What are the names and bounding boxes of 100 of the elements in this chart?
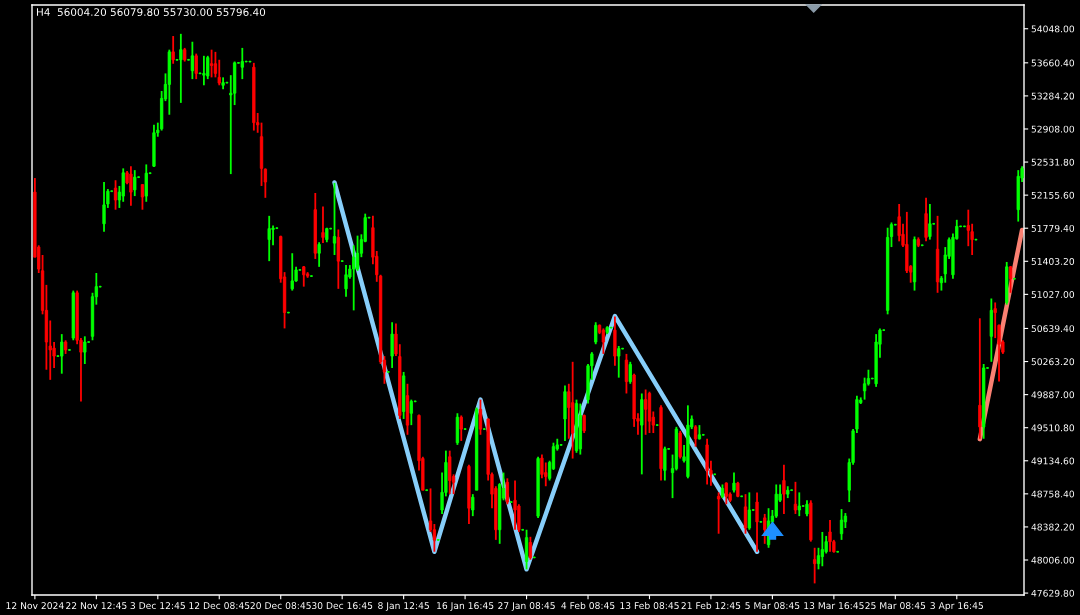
candlestick — [513, 479, 517, 531]
candlestick — [528, 535, 533, 561]
candlestick — [617, 345, 621, 379]
candlestick — [113, 179, 118, 211]
candlestick — [321, 205, 325, 245]
candlestick — [724, 481, 728, 506]
x-tick-label: 25 Mar 08:45 — [865, 602, 926, 610]
candlestick — [271, 224, 275, 247]
candlestick — [390, 321, 394, 369]
y-tick-label: 50263.20 — [1031, 358, 1075, 366]
candlestick — [202, 54, 206, 87]
candlestick — [897, 203, 901, 243]
candlestick — [448, 449, 452, 496]
candlestick — [862, 376, 867, 401]
x-tick-label: 21 Feb 12:45 — [681, 601, 741, 610]
candlestick — [409, 398, 413, 427]
x-tick-label: 13 Mar 16:45 — [804, 602, 864, 610]
x-tick-label: 3 Dec 12:45 — [130, 602, 185, 610]
candlestick — [336, 228, 340, 290]
y-tick-label: 53660.40 — [1031, 59, 1075, 67]
candlestick — [774, 483, 778, 519]
candlestick — [179, 32, 183, 104]
x-tick-label: 3 Apr 16:45 — [930, 602, 983, 611]
candlestick — [813, 546, 817, 585]
x-tick-label: 8 Jan 12:45 — [378, 602, 429, 611]
candlestick — [194, 52, 198, 81]
candlestick — [693, 424, 698, 448]
x-tick-label: 12 Dec 08:45 — [189, 602, 250, 610]
candlestick — [267, 214, 271, 263]
candlestick — [240, 47, 244, 81]
candlestick — [1008, 265, 1013, 294]
candlestick — [133, 169, 137, 197]
candlestick — [793, 480, 798, 515]
y-tick-label: 52155.60 — [1031, 191, 1075, 199]
candlestick — [743, 493, 748, 535]
x-tick-label: 16 Jan 16:45 — [437, 602, 494, 611]
candlestick — [505, 477, 509, 506]
y-tick-label: 51027.00 — [1031, 291, 1075, 298]
candlestick — [643, 388, 648, 436]
candlestick — [290, 252, 294, 292]
candlestick — [190, 40, 195, 81]
candlestick — [209, 48, 214, 79]
candlestick — [828, 519, 832, 553]
x-tick-label: 22 Nov 12:45 — [66, 602, 127, 610]
candlestick — [782, 463, 786, 515]
candlestick — [732, 471, 736, 494]
candlestick — [601, 327, 606, 355]
x-tick-label: 13 Feb 08:45 — [620, 601, 679, 610]
candlestick — [978, 317, 982, 440]
candlestick — [797, 491, 801, 518]
candlestick — [820, 531, 824, 568]
candlestick — [60, 333, 64, 375]
candlestick — [628, 360, 632, 385]
candlestick — [747, 491, 751, 531]
x-tick-label: 20 Dec 08:45 — [250, 602, 311, 610]
candlestick — [171, 35, 175, 65]
candlestick — [129, 165, 133, 207]
candlestick — [344, 264, 348, 298]
candlestick — [102, 181, 106, 233]
y-tick-label: 54048.00 — [1031, 25, 1075, 33]
y-tick-label: 47629.80 — [1031, 589, 1075, 597]
y-tick-label: 53284.20 — [1031, 92, 1075, 100]
x-tick-label: 12 Nov 2024 — [6, 602, 64, 610]
y-tick-label: 51779.40 — [1031, 224, 1075, 232]
y-tick-label: 52531.80 — [1031, 158, 1075, 166]
chart-title: H4 56004.20 56079.80 55730.00 55796.40 — [36, 8, 266, 17]
candlestick — [471, 493, 475, 518]
y-tick-label: 49510.80 — [1031, 424, 1075, 432]
candlestick — [83, 335, 87, 365]
candlestick — [144, 163, 148, 203]
candlestick — [478, 398, 483, 436]
candlestick — [663, 445, 667, 482]
x-tick-label: 30 Dec 16:45 — [312, 602, 373, 610]
candlestick — [217, 58, 221, 87]
candlestick — [332, 181, 337, 256]
candlestick — [763, 513, 767, 545]
y-tick-label: 51403.20 — [1031, 257, 1075, 265]
candlestick — [317, 241, 321, 268]
y-tick-label: 50639.40 — [1031, 325, 1075, 333]
candlestick — [716, 491, 721, 535]
candlestick — [352, 244, 356, 312]
candlestick — [924, 196, 928, 243]
candlestick — [678, 429, 682, 460]
candlestick — [140, 183, 145, 211]
candlestick — [928, 203, 932, 241]
y-tick-label: 48006.00 — [1031, 556, 1075, 564]
x-tick-label: 4 Feb 08:45 — [561, 601, 615, 610]
candlestick — [206, 54, 210, 81]
candlestick — [755, 491, 759, 553]
candlestick — [594, 321, 598, 346]
candlestick — [839, 508, 844, 541]
x-tick-label: 27 Jan 08:45 — [498, 602, 555, 611]
y-tick-label: 48382.20 — [1031, 523, 1075, 531]
candlestick — [524, 528, 529, 571]
candlestick — [624, 352, 629, 395]
y-tick-label: 48758.40 — [1031, 490, 1075, 498]
y-tick-label: 52908.00 — [1031, 125, 1075, 133]
y-tick-label: 49134.60 — [1031, 457, 1075, 465]
y-tick-label: 49887.00 — [1031, 391, 1075, 399]
x-tick-label: 5 Mar 08:45 — [745, 602, 800, 610]
